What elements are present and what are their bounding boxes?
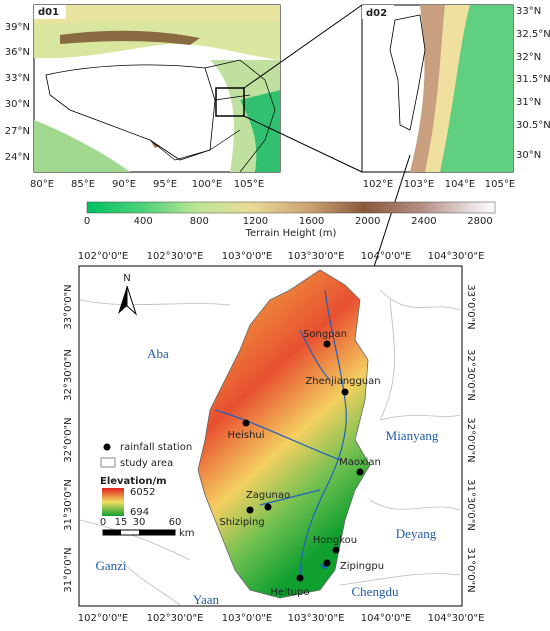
lat-tick-label: 30.5°N [516,120,550,131]
lat-tick-label: 32°0'0"N [63,417,74,462]
lon-tick-label: 90°E [112,179,136,190]
scale-tick-label: 15 [115,517,128,528]
scale-unit: km [179,528,195,539]
legend-elevation-min: 694 [130,507,149,518]
lat-tick-label: 31.5°N [516,74,550,85]
region-label: Ganzi [95,558,126,573]
station-marker [341,388,349,396]
elevation-bar [102,488,124,516]
lat-tick-label: 27°N [5,126,30,137]
lat-tick-label: 31°N [516,97,541,108]
station-marker [264,503,272,511]
lat-tick-label: 30°N [516,150,541,161]
colorbar [86,201,496,214]
lon-tick-label: 80°E [30,179,54,190]
lon-tick-label: 104°0'0"E [361,251,411,262]
region-label: Chengdu [352,584,399,599]
station-label: Hongkou [313,535,357,546]
region-label: Aba [147,346,169,361]
station-label: Maoxian [339,457,381,468]
lon-tick-label: 104°30'0"E [428,251,485,262]
lat-tick-label: 31°0'0"N [63,547,74,592]
colorbar-tick-label: 400 [134,216,153,227]
lat-tick-label: 36°N [5,47,30,58]
lat-tick-label: 33°0'0"N [465,284,476,329]
panel-label: d02 [366,8,387,19]
lat-tick-label: 31°30'0"N [63,479,74,531]
lat-tick-label: 31°0'0"N [465,547,476,592]
colorbar-tick-label: 2000 [355,216,380,227]
d02-panel: d02 [361,4,514,173]
lat-tick-label: 32°0'0"N [465,417,476,462]
legend-area-symbol [100,457,116,468]
station-marker [323,559,331,567]
station-marker [356,468,364,476]
lon-tick-label: 103°30'0"E [288,613,345,624]
lon-tick-label: 103°0'0"E [222,613,272,624]
lon-tick-label: 102°30'0"E [147,613,204,624]
legend-station: rainfall station [120,442,192,453]
station-label: Songpan [303,329,347,340]
station-label: Shiziping [219,517,264,528]
colorbar-tick-label: 1600 [299,216,324,227]
lon-tick-label: 102°30'0"E [147,251,204,262]
station-label: Zipingpu [340,561,384,572]
lon-tick-label: 102°E [363,179,393,190]
lon-tick-label: 104°0'0"E [361,613,411,624]
legend-area: study area [120,458,173,469]
lat-tick-label: 33°N [5,73,30,84]
lat-tick-label: 32°30'0"N [63,349,74,401]
lon-tick-label: 102°0'0"E [78,613,128,624]
lon-tick-label: 103°0'0"E [222,251,272,262]
region-label: Mianyang [386,428,439,443]
lat-tick-label: 33°0'0"N [63,284,74,329]
station-label: Heitupo [270,587,309,598]
main-map [78,265,463,607]
colorbar-tick-label: 800 [190,216,209,227]
station-marker [323,340,331,348]
colorbar-tick-label: 2800 [467,216,492,227]
lat-tick-label: 32°30'0"N [465,349,476,401]
station-marker [296,574,304,582]
region-label: Deyang [396,526,437,541]
lat-tick-label: 24°N [5,152,30,163]
station-marker [332,546,340,554]
scale-tick-label: 0 [100,517,106,528]
legend-elevation-max: 6052 [130,487,155,498]
lat-tick-label: 32.5°N [516,29,550,40]
lon-tick-label: 100°E [192,179,222,190]
lon-tick-label: 104°E [445,179,475,190]
station-label: Zagunao [246,490,290,501]
north-label: N [123,273,130,284]
station-marker [242,419,250,427]
colorbar-tick-label: 0 [84,216,90,227]
scale-tick-label: 30 [133,517,146,528]
lon-tick-label: 95°E [153,179,177,190]
lat-tick-label: 31°30'0"N [465,479,476,531]
station-marker [246,506,254,514]
station-label: Zhenjiangguan [305,376,380,387]
lon-tick-label: 103°E [404,179,434,190]
legend-station-symbol [103,443,111,451]
lon-tick-label: 105°E [234,179,264,190]
lon-tick-label: 105°E [485,179,515,190]
lat-tick-label: 39°N [5,22,30,33]
lon-tick-label: 102°0'0"E [78,251,128,262]
colorbar-label: Terrain Height (m) [245,228,337,239]
lon-tick-label: 104°30'0"E [428,613,485,624]
lat-tick-label: 32°N [516,52,541,63]
station-label: Heishui [227,430,264,441]
lat-tick-label: 30°N [5,99,30,110]
scale-tick-label: 60 [169,517,182,528]
lon-tick-label: 85°E [71,179,95,190]
lon-tick-label: 103°30'0"E [288,251,345,262]
lat-tick-label: 33°N [516,6,541,17]
colorbar-tick-label: 1200 [243,216,268,227]
legend-elevation-title: Elevation/m [100,476,167,487]
panel-label: d01 [38,7,59,18]
colorbar-tick-label: 2400 [411,216,436,227]
d01-panel: d01 [33,4,281,173]
region-label: Yaan [193,592,220,607]
